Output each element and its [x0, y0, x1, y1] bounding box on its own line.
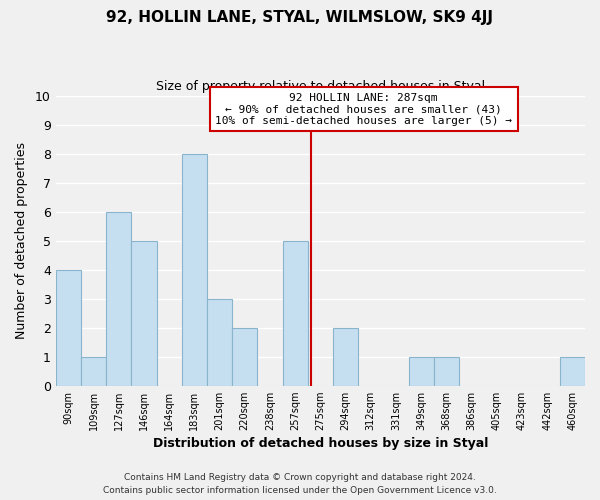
Bar — [333, 328, 358, 386]
Bar — [131, 240, 157, 386]
Text: 92, HOLLIN LANE, STYAL, WILMSLOW, SK9 4JJ: 92, HOLLIN LANE, STYAL, WILMSLOW, SK9 4J… — [107, 10, 493, 25]
Bar — [56, 270, 81, 386]
Bar — [434, 356, 459, 386]
Bar — [81, 356, 106, 386]
Bar — [560, 356, 585, 386]
Y-axis label: Number of detached properties: Number of detached properties — [15, 142, 28, 339]
Bar — [409, 356, 434, 386]
Bar — [232, 328, 257, 386]
Text: Contains HM Land Registry data © Crown copyright and database right 2024.
Contai: Contains HM Land Registry data © Crown c… — [103, 473, 497, 495]
X-axis label: Distribution of detached houses by size in Styal: Distribution of detached houses by size … — [152, 437, 488, 450]
Title: Size of property relative to detached houses in Styal: Size of property relative to detached ho… — [156, 80, 485, 93]
Bar — [182, 154, 207, 386]
Bar — [106, 212, 131, 386]
Bar — [207, 298, 232, 386]
Text: 92 HOLLIN LANE: 287sqm
← 90% of detached houses are smaller (43)
10% of semi-det: 92 HOLLIN LANE: 287sqm ← 90% of detached… — [215, 92, 512, 126]
Bar — [283, 240, 308, 386]
